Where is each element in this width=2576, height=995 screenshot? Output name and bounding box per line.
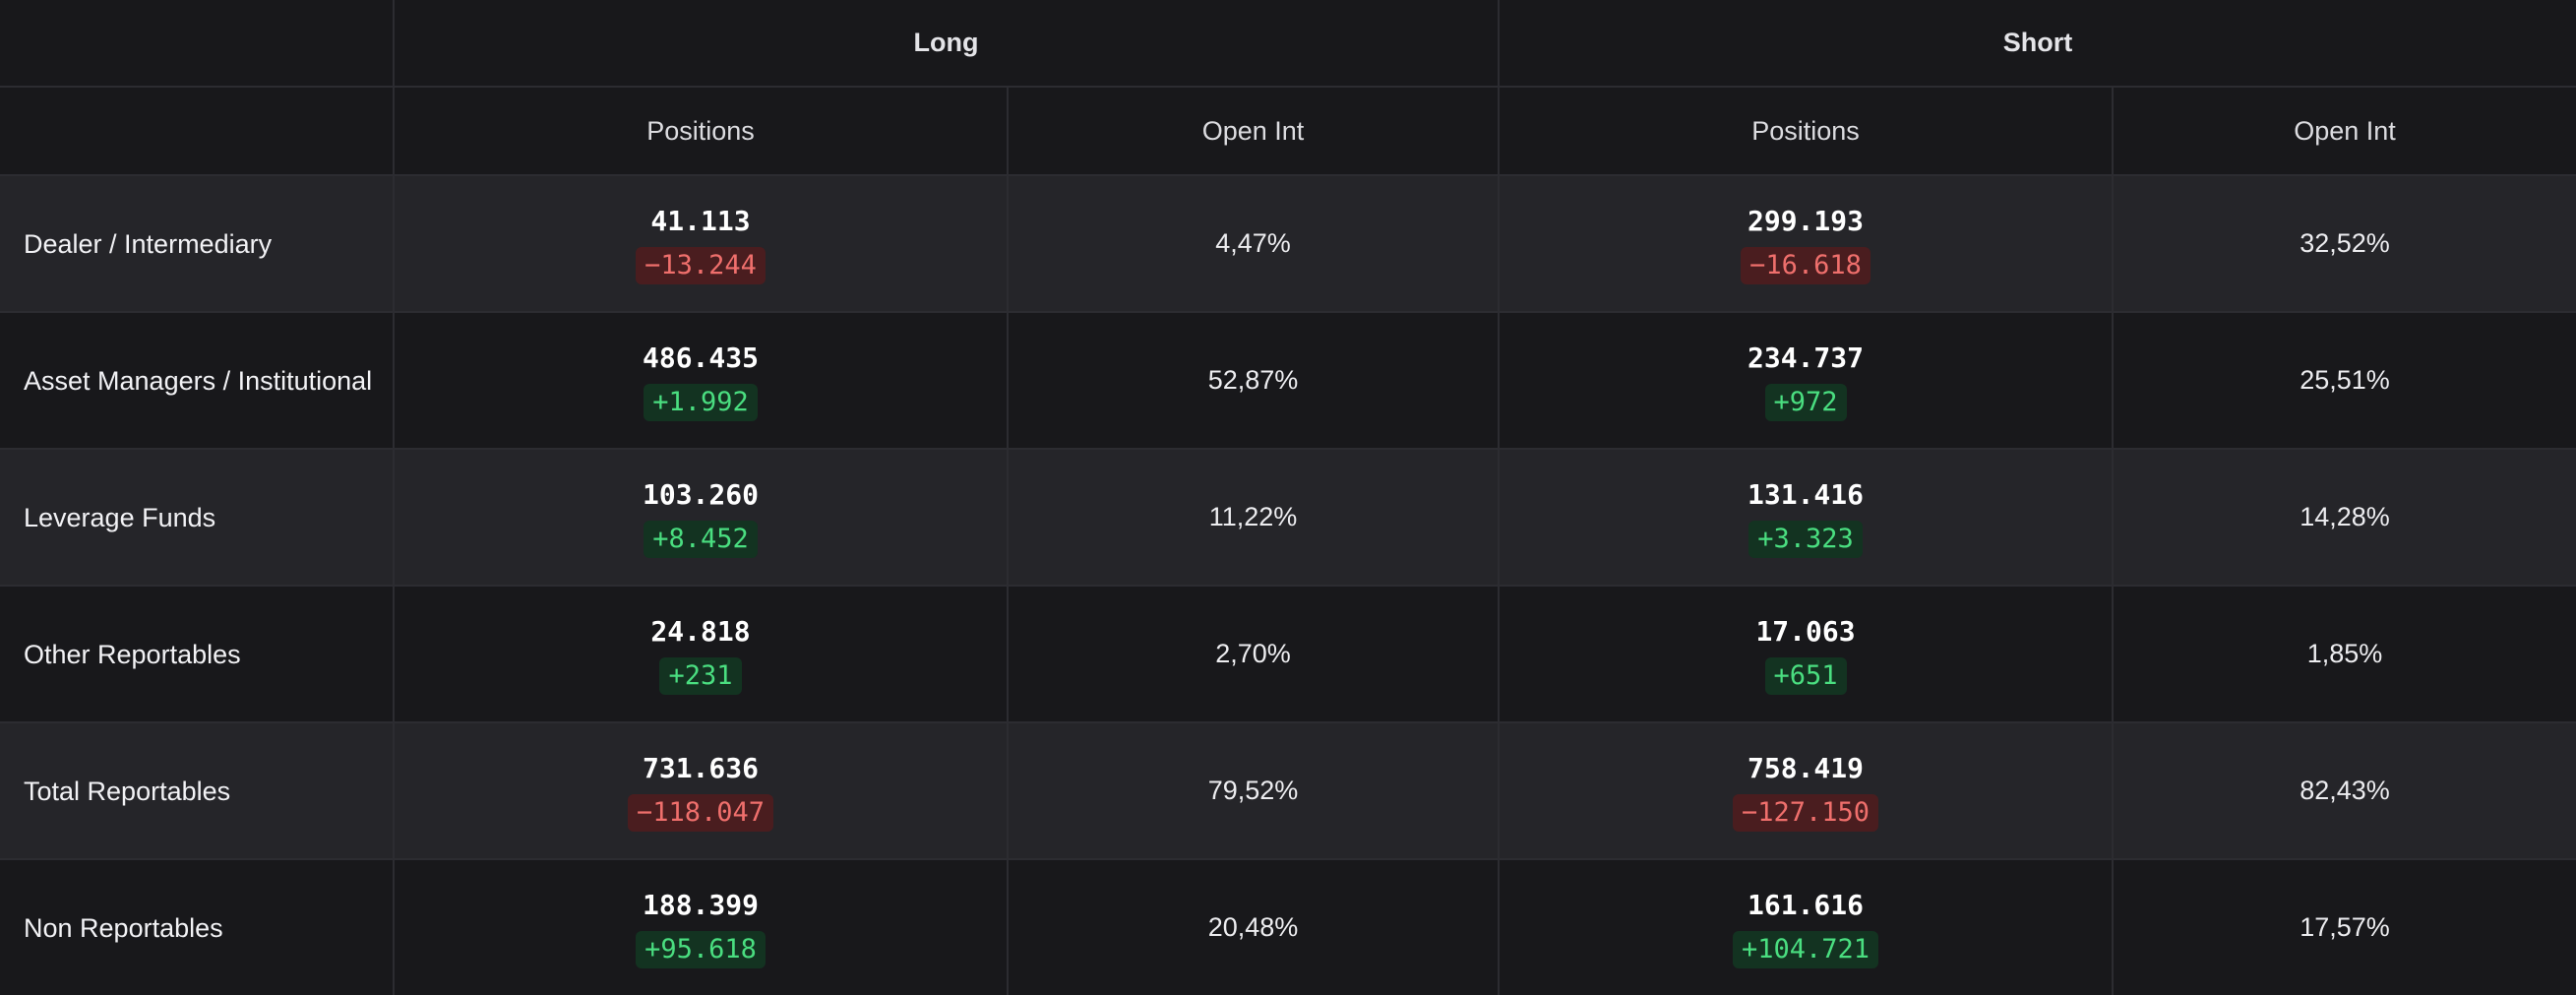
row-label: Dealer / Intermediary: [0, 175, 395, 313]
row-label: Leverage Funds: [0, 449, 395, 587]
short-positions-value: 17.063: [1755, 614, 1856, 648]
column-header-row: Positions Open Int Positions Open Int: [0, 87, 2576, 176]
short-positions-cell: 758.419 −127.150: [1499, 722, 2115, 860]
short-positions-value: 131.416: [1748, 477, 1865, 511]
short-open-int-value: 25,51%: [2113, 312, 2576, 450]
short-change-badge: +651: [1764, 656, 1847, 695]
short-change-badge: +104.721: [1732, 930, 1879, 968]
long-positions-header: Positions: [394, 87, 1009, 176]
long-open-int-value: 11,22%: [1008, 449, 1501, 587]
table-row: Asset Managers / Institutional 486.435 +…: [0, 312, 2576, 450]
group-header-row: Long Short: [0, 0, 2576, 88]
row-label: Asset Managers / Institutional: [0, 312, 395, 450]
short-positions-cell: 131.416 +3.323: [1499, 449, 2115, 587]
long-positions-value: 188.399: [642, 888, 759, 921]
table-row: Dealer / Intermediary 41.113 −13.244 4,4…: [0, 175, 2576, 313]
short-change-badge: −16.618: [1741, 246, 1871, 284]
short-open-int-value: 82,43%: [2113, 722, 2576, 860]
short-group-header: Short: [1499, 0, 2576, 88]
long-change-badge: −13.244: [636, 246, 766, 284]
short-positions-value: 758.419: [1748, 751, 1865, 784]
long-group-header: Long: [394, 0, 1501, 88]
long-positions-value: 41.113: [650, 204, 751, 237]
short-positions-value: 161.616: [1748, 888, 1865, 921]
corner-cell: [0, 0, 395, 88]
table-row: Non Reportables 188.399 +95.618 20,48% 1…: [0, 859, 2576, 995]
short-open-int-value: 1,85%: [2113, 586, 2576, 723]
short-open-int-header: Open Int: [2113, 87, 2576, 176]
long-change-badge: +231: [659, 656, 742, 695]
short-open-int-value: 17,57%: [2300, 912, 2390, 942]
short-change-badge: −127.150: [1732, 793, 1879, 832]
long-positions-cell: 486.435 +1.992: [394, 312, 1009, 450]
row-label: Other Reportables: [0, 586, 395, 723]
row-label: Non Reportables: [0, 859, 395, 995]
long-positions-cell: 41.113 −13.244: [394, 175, 1009, 313]
short-positions-value: 234.737: [1748, 341, 1865, 374]
long-positions-value: 103.260: [642, 477, 759, 511]
long-positions-value: 24.818: [650, 614, 751, 648]
short-positions-cell: 161.616 +104.721: [1499, 859, 2115, 995]
label-column-header: [0, 87, 395, 176]
long-open-int-value: 4,47%: [1008, 175, 1501, 313]
table-row: Total Reportables 731.636 −118.047 79,52…: [0, 722, 2576, 860]
long-positions-value: 731.636: [642, 751, 759, 784]
long-positions-cell: 103.260 +8.452: [394, 449, 1009, 587]
long-positions-cell: 188.399 +95.618: [394, 859, 1009, 995]
short-open-int-value: 14,28%: [2113, 449, 2576, 587]
long-positions-cell: 24.818 +231: [394, 586, 1009, 723]
short-open-int-value: 32,52%: [2113, 175, 2576, 313]
long-change-badge: +1.992: [644, 383, 758, 421]
short-positions-cell: 299.193 −16.618: [1499, 175, 2115, 313]
long-open-int-header: Open Int: [1008, 87, 1501, 176]
row-label: Total Reportables: [0, 722, 395, 860]
long-change-badge: +8.452: [644, 520, 758, 558]
long-change-badge: +95.618: [636, 930, 766, 968]
table-row: Leverage Funds 103.260 +8.452 11,22% 131…: [0, 449, 2576, 587]
long-open-int-value: 2,70%: [1008, 586, 1501, 723]
short-change-badge: +3.323: [1748, 520, 1863, 558]
short-positions-header: Positions: [1499, 87, 2115, 176]
short-positions-cell: 234.737 +972: [1499, 312, 2115, 450]
long-change-badge: −118.047: [627, 793, 774, 832]
long-open-int-value: 52,87%: [1008, 312, 1501, 450]
short-change-badge: +972: [1764, 383, 1847, 421]
long-open-int-value: 20,48%: [1008, 859, 1501, 995]
long-positions-value: 486.435: [642, 341, 759, 374]
short-positions-value: 299.193: [1748, 204, 1865, 237]
short-positions-cell: 17.063 +651: [1499, 586, 2115, 723]
long-open-int-value: 79,52%: [1008, 722, 1501, 860]
table-row: Other Reportables 24.818 +231 2,70% 17.0…: [0, 586, 2576, 723]
long-positions-cell: 731.636 −118.047: [394, 722, 1009, 860]
